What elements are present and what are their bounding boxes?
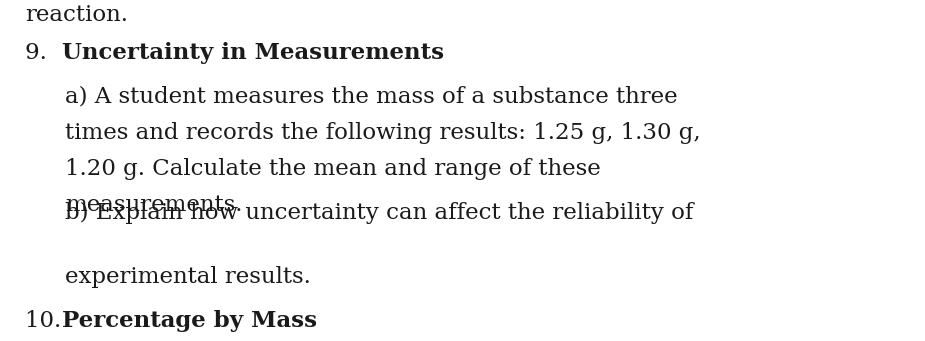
Text: a) A student measures the mass of a substance three: a) A student measures the mass of a subs… (65, 86, 678, 108)
Text: Percentage by Mass: Percentage by Mass (62, 310, 317, 332)
Text: times and records the following results: 1.25 g, 1.30 g,: times and records the following results:… (65, 122, 700, 144)
Text: b) Explain how uncertainty can affect the reliability of: b) Explain how uncertainty can affect th… (65, 202, 694, 224)
Text: 9.: 9. (25, 42, 55, 64)
Text: measurements.: measurements. (65, 194, 242, 216)
Text: reaction.: reaction. (25, 4, 128, 26)
Text: 1.20 g. Calculate the mean and range of these: 1.20 g. Calculate the mean and range of … (65, 158, 600, 180)
Text: 10.: 10. (25, 310, 68, 332)
Text: Uncertainty in Measurements: Uncertainty in Measurements (62, 42, 444, 64)
Text: experimental results.: experimental results. (65, 266, 311, 288)
